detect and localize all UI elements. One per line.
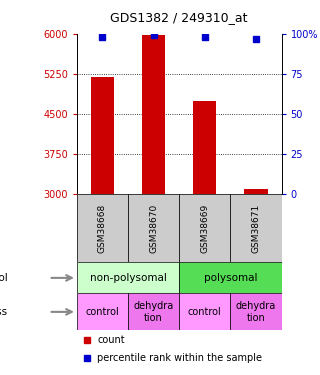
Bar bbox=[179, 262, 282, 293]
Text: percentile rank within the sample: percentile rank within the sample bbox=[97, 353, 262, 363]
Text: GSM38669: GSM38669 bbox=[200, 204, 209, 253]
Bar bbox=[128, 195, 179, 262]
Bar bbox=[91, 76, 114, 195]
Bar bbox=[77, 195, 128, 262]
Bar bbox=[179, 293, 230, 330]
Bar bbox=[244, 189, 268, 195]
Text: GSM38668: GSM38668 bbox=[98, 204, 107, 253]
Text: dehydra
tion: dehydra tion bbox=[236, 301, 276, 322]
Text: protocol: protocol bbox=[0, 273, 8, 283]
Text: GSM38671: GSM38671 bbox=[252, 204, 260, 253]
Bar bbox=[128, 293, 179, 330]
Bar bbox=[77, 293, 128, 330]
Bar bbox=[230, 293, 282, 330]
Text: GSM38670: GSM38670 bbox=[149, 204, 158, 253]
Text: control: control bbox=[85, 307, 119, 317]
Bar bbox=[193, 101, 216, 195]
Text: dehydra
tion: dehydra tion bbox=[133, 301, 174, 322]
Text: count: count bbox=[97, 334, 125, 345]
Bar bbox=[179, 195, 230, 262]
Text: GDS1382 / 249310_at: GDS1382 / 249310_at bbox=[110, 11, 248, 24]
Text: control: control bbox=[188, 307, 222, 317]
Bar bbox=[230, 195, 282, 262]
Text: non-polysomal: non-polysomal bbox=[90, 273, 166, 283]
Text: polysomal: polysomal bbox=[204, 273, 257, 283]
Text: stress: stress bbox=[0, 307, 8, 317]
Bar bbox=[142, 35, 165, 195]
Bar bbox=[77, 262, 179, 293]
